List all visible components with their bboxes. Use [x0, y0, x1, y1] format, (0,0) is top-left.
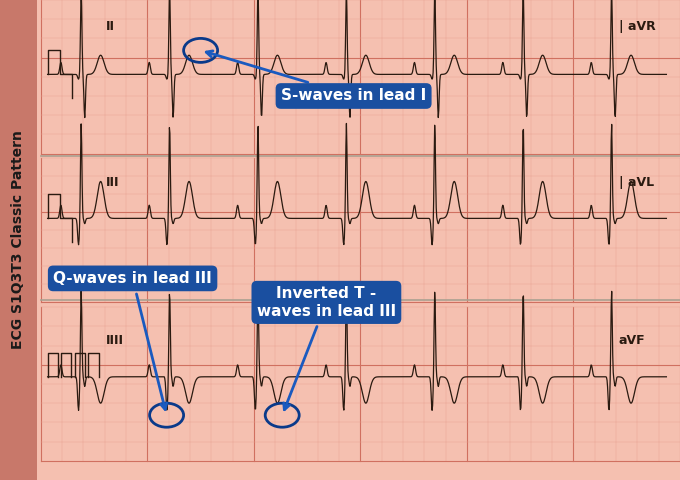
Text: Q-waves in lead III: Q-waves in lead III: [53, 271, 212, 409]
Text: | aVR: | aVR: [619, 20, 656, 33]
FancyBboxPatch shape: [0, 0, 37, 480]
Text: III: III: [105, 176, 119, 189]
Text: Inverted T -
waves in lead III: Inverted T - waves in lead III: [257, 286, 396, 410]
Text: II: II: [105, 20, 114, 33]
Text: | aVL: | aVL: [619, 176, 654, 189]
Text: ECG S1Q3T3 Classic Pattern: ECG S1Q3T3 Classic Pattern: [12, 131, 25, 349]
Text: S-waves in lead I: S-waves in lead I: [206, 51, 426, 104]
Text: IIII: IIII: [105, 334, 123, 348]
Text: aVF: aVF: [619, 334, 645, 348]
